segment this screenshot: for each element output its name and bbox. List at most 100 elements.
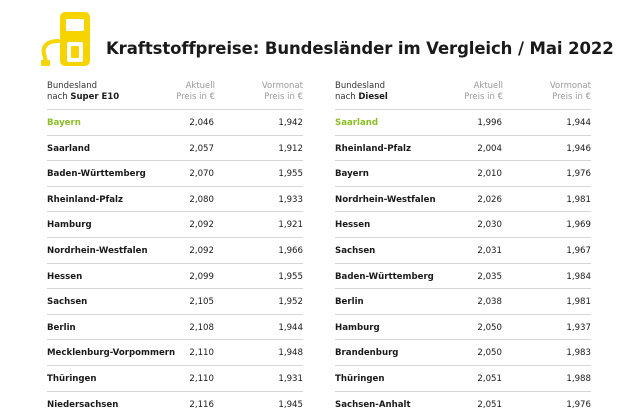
vormonat-price-cell: 1,944 xyxy=(278,322,303,333)
vormonat-price-cell: 1,952 xyxy=(278,297,303,308)
vormonat-price-cell: 1,912 xyxy=(278,143,303,154)
aktuell-price-cell: 2,080 xyxy=(189,194,214,205)
table-row: Thüringen 2,110 1,931 xyxy=(47,366,303,392)
bundesland-cell: Rheinland-Pfalz xyxy=(335,143,411,154)
table-body: Saarland 1,996 1,944 Rheinland-Pfalz 2,004 1,… xyxy=(335,110,591,412)
column-header-vormonat: Vormonat Preis in € xyxy=(549,81,591,102)
vormonat-price-cell: 1,981 xyxy=(566,194,591,205)
table-row: Sachsen-Anhalt 2,051 1,976 xyxy=(335,392,591,412)
vormonat-price-cell: 1,946 xyxy=(566,143,591,154)
aktuell-price-cell: 2,046 xyxy=(189,118,214,128)
bundesland-cell: Baden-Württemberg xyxy=(335,271,434,282)
table-row: Thüringen 2,051 1,988 xyxy=(335,366,591,392)
aktuell-price-cell: 2,108 xyxy=(189,322,214,333)
table-row: Rheinland-Pfalz 2,080 1,933 xyxy=(47,187,303,213)
vormonat-price-cell: 1,955 xyxy=(278,169,303,180)
aktuell-price-cell: 2,110 xyxy=(189,348,214,359)
vormonat-price-cell: 1,955 xyxy=(278,271,303,282)
vormonat-price-cell: 1,988 xyxy=(566,373,591,384)
vormonat-price-cell: 1,921 xyxy=(278,220,303,231)
table-row: Bayern 2,046 1,942 xyxy=(47,110,303,136)
header: Kraftstoffpreise: Bundesländer im Vergle… xyxy=(0,0,630,70)
table-row: Baden-Württemberg 2,070 1,955 xyxy=(47,161,303,187)
table-header: Bundesland nach Diesel Aktuell Preis in … xyxy=(335,80,591,110)
column-header-bundesland: Bundesland nach Diesel xyxy=(335,81,388,103)
bundesland-cell: Bayern xyxy=(47,118,81,128)
vormonat-price-cell: 1,942 xyxy=(278,118,303,128)
table-row: Bayern 2,010 1,976 xyxy=(335,161,591,187)
bundesland-cell: Nordrhein-Westfalen xyxy=(335,194,436,205)
table-row: Berlin 2,038 1,981 xyxy=(335,289,591,315)
table-row: Niedersachsen 2,116 1,945 xyxy=(47,392,303,412)
vormonat-price-cell: 1,983 xyxy=(566,348,591,359)
bundesland-cell: Hamburg xyxy=(335,322,380,333)
aktuell-price-cell: 2,105 xyxy=(189,297,214,308)
aktuell-price-cell: 2,004 xyxy=(477,143,502,154)
vormonat-price-cell: 1,969 xyxy=(566,220,591,231)
bundesland-cell: Berlin xyxy=(47,322,76,333)
aktuell-price-cell: 2,038 xyxy=(477,297,502,308)
header-line2: nach Super E10 xyxy=(47,92,120,102)
table-body: Bayern 2,046 1,942 Saarland 2,057 1,912 Baden-… xyxy=(47,110,303,412)
vormonat-price-cell: 1,984 xyxy=(566,271,591,282)
bundesland-cell: Baden-Württemberg xyxy=(47,169,146,180)
bundesland-cell: Thüringen xyxy=(47,373,97,384)
vormonat-price-cell: 1,933 xyxy=(278,194,303,205)
bundesland-cell: Hessen xyxy=(335,220,371,231)
bundesland-cell: Rheinland-Pfalz xyxy=(47,194,123,205)
aktuell-price-cell: 2,026 xyxy=(477,194,502,205)
aktuell-price-cell: 2,035 xyxy=(477,271,502,282)
aktuell-price-cell: 2,010 xyxy=(477,169,502,180)
table-row: Rheinland-Pfalz 2,004 1,946 xyxy=(335,136,591,162)
bundesland-cell: Berlin xyxy=(335,297,364,308)
bundesland-cell: Thüringen xyxy=(335,373,385,384)
vormonat-price-cell: 1,967 xyxy=(566,245,591,256)
bundesland-cell: Brandenburg xyxy=(335,348,399,359)
table-row: Hamburg 2,050 1,937 xyxy=(335,315,591,341)
aktuell-price-cell: 2,050 xyxy=(477,322,502,333)
aktuell-price-cell: 2,116 xyxy=(189,399,214,410)
vormonat-price-cell: 1,966 xyxy=(278,245,303,256)
bundesland-cell: Mecklenburg-Vorpommern xyxy=(47,348,176,359)
vormonat-price-cell: 1,931 xyxy=(278,373,303,384)
aktuell-price-cell: 2,099 xyxy=(189,271,214,282)
bundesland-cell: Sachsen-Anhalt xyxy=(335,399,411,410)
column-header-aktuell: Aktuell Preis in € xyxy=(464,81,503,102)
aktuell-price-cell: 2,050 xyxy=(477,348,502,359)
bundesland-cell: Niedersachsen xyxy=(47,399,119,410)
column-header-vormonat: Vormonat Preis in € xyxy=(261,81,303,102)
table-row: Nordrhein-Westfalen 2,092 1,966 xyxy=(47,238,303,264)
header-line1: Bundesland xyxy=(47,81,98,91)
vormonat-price-cell: 1,976 xyxy=(566,399,591,410)
aktuell-price-cell: 2,057 xyxy=(189,143,214,154)
vormonat-price-cell: 1,976 xyxy=(566,169,591,180)
table-row: Berlin 2,108 1,944 xyxy=(47,315,303,341)
bundesland-cell: Saarland xyxy=(335,118,379,128)
aktuell-price-cell: 1,996 xyxy=(477,118,502,128)
column-header-aktuell: Aktuell Preis in € xyxy=(176,81,215,102)
aktuell-price-cell: 2,070 xyxy=(189,169,214,180)
table-row: Nordrhein-Westfalen 2,026 1,981 xyxy=(335,187,591,213)
column-header-bundesland: Bundesland nach Super E10 xyxy=(47,81,119,103)
table-row: Saarland 1,996 1,944 xyxy=(335,110,591,136)
aktuell-price-cell: 2,031 xyxy=(477,245,502,256)
aktuell-price-cell: 2,051 xyxy=(477,399,502,410)
fuel-pump-icon xyxy=(41,12,90,66)
table-row: Sachsen 2,031 1,967 xyxy=(335,238,591,264)
bundesland-cell: Hamburg xyxy=(47,220,92,231)
vormonat-price-cell: 1,981 xyxy=(566,297,591,308)
diesel-table: Bundesland nach Diesel Aktuell Preis in … xyxy=(335,80,591,412)
table-row: Baden-Württemberg 2,035 1,984 xyxy=(335,264,591,290)
bundesland-cell: Sachsen xyxy=(335,245,376,256)
bundesland-cell: Sachsen xyxy=(47,297,88,308)
vormonat-price-cell: 1,937 xyxy=(566,322,591,333)
bundesland-cell: Bayern xyxy=(335,169,369,180)
table-row: Saarland 2,057 1,912 xyxy=(47,136,303,162)
vormonat-price-cell: 1,945 xyxy=(278,399,303,410)
aktuell-price-cell: 2,030 xyxy=(477,220,502,231)
table-row: Hessen 2,099 1,955 xyxy=(47,264,303,290)
header-line1: Bundesland xyxy=(335,81,386,91)
table-row: Hessen 2,030 1,969 xyxy=(335,212,591,238)
aktuell-price-cell: 2,092 xyxy=(189,220,214,231)
bundesland-cell: Saarland xyxy=(47,143,91,154)
